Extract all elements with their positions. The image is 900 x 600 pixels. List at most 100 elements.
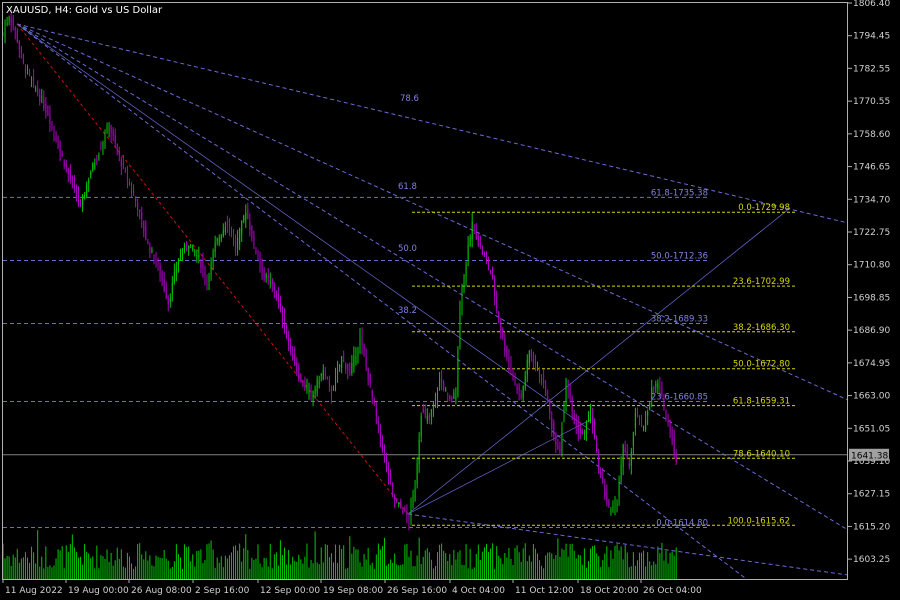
candle-body (233, 236, 235, 240)
candle-body (671, 429, 673, 442)
candle-body (182, 253, 184, 259)
candle-body (488, 260, 490, 268)
candle-body (82, 195, 84, 206)
candle-body (141, 212, 143, 220)
candle-body (226, 223, 228, 225)
fan-line[interactable] (16, 23, 849, 531)
candle-body (459, 301, 461, 347)
candle-body (133, 188, 135, 196)
candle-body (365, 356, 367, 367)
candle-body (18, 40, 20, 50)
candle-body (396, 498, 398, 501)
candle-body (600, 471, 602, 477)
fan-level-label: 23.6-1660.85 (651, 392, 708, 402)
candle-body (184, 244, 186, 252)
candle-body (371, 390, 373, 397)
candle-body (216, 238, 218, 241)
fan-level-label: 61.8-1735.38 (651, 188, 708, 198)
candle-body (483, 253, 485, 257)
candle-body (151, 250, 153, 253)
candle-body (249, 221, 251, 231)
candle-body (604, 486, 606, 497)
candle-body (655, 384, 657, 387)
price-tick-label: 1722.75 (853, 228, 890, 238)
candle-body (418, 439, 420, 464)
candle-body (467, 244, 469, 260)
candle-body (624, 448, 626, 453)
candle-body (296, 362, 298, 372)
candle-body (453, 392, 455, 399)
candle-body (173, 272, 175, 283)
fan-line[interactable] (16, 23, 591, 431)
candle-body (12, 16, 14, 27)
candle-body (549, 400, 551, 414)
candle-body (337, 368, 339, 376)
time-tick-label: 11 Aug 2022 (5, 586, 63, 596)
candle-body (377, 421, 379, 425)
candle-body (159, 264, 161, 277)
candle-body (553, 423, 555, 437)
candle-body (312, 391, 314, 398)
fan-level-label: 78.6 (400, 94, 419, 104)
candle-body (602, 476, 604, 484)
price-tick-label: 1758.60 (853, 130, 890, 140)
fan-line[interactable] (16, 23, 849, 224)
candle-body (22, 54, 24, 63)
fan-line[interactable] (16, 23, 746, 579)
level-labels: 78.6 61.8 50.0 38.2 0.0-1729.98 23.6-1702.99 3… (398, 94, 790, 529)
candle-body (167, 299, 169, 305)
candle-body (228, 219, 230, 228)
price-tick-label: 1663.00 (853, 392, 890, 402)
candle-body (400, 501, 402, 508)
candle-body (284, 316, 286, 330)
candle-body (163, 278, 165, 291)
candle-body (361, 336, 363, 346)
candle-body (210, 260, 212, 275)
candle-body (561, 427, 563, 455)
candle-body (539, 367, 541, 377)
candle-body (432, 402, 434, 410)
fan-level-label: 50.0 (398, 244, 417, 254)
candle-body (328, 379, 330, 385)
candle-body (463, 274, 465, 292)
candle-body (214, 242, 216, 252)
candle-body (237, 238, 239, 249)
candle-body (179, 254, 181, 260)
candle-body (390, 472, 392, 480)
candle-body (290, 345, 292, 347)
price-tick-label: 1603.25 (853, 555, 890, 565)
chart-frame (2, 2, 848, 580)
candle-body (322, 370, 324, 379)
candle-body (455, 396, 457, 400)
candle-body (528, 350, 530, 364)
candle-body (279, 303, 281, 309)
candle-body (359, 336, 361, 347)
candle-body (306, 388, 308, 390)
candle-body (426, 415, 428, 421)
trend-line[interactable] (16, 23, 409, 515)
candle-body (153, 255, 155, 262)
candle-body (269, 281, 271, 283)
candle-body (643, 425, 645, 429)
candle-body (147, 241, 149, 244)
candle-body (98, 154, 100, 158)
candle-body (196, 255, 198, 257)
candle-body (332, 388, 334, 391)
fan-line[interactable] (407, 419, 591, 515)
candle-body (667, 415, 669, 420)
candle-body (96, 159, 98, 161)
horizontal-level-lines[interactable] (3, 196, 848, 529)
candle-body (612, 505, 614, 513)
candle-body (545, 385, 547, 396)
candle-body (224, 227, 226, 232)
candle-body (369, 373, 371, 384)
candle-body (67, 168, 69, 174)
candle-body (110, 126, 112, 133)
current-price-label: 1641.38 (851, 451, 888, 461)
candle-body (581, 431, 583, 435)
fan-line[interactable] (407, 207, 791, 515)
candle-body (302, 380, 304, 387)
candle-body (314, 388, 316, 394)
candle-body (675, 452, 677, 463)
